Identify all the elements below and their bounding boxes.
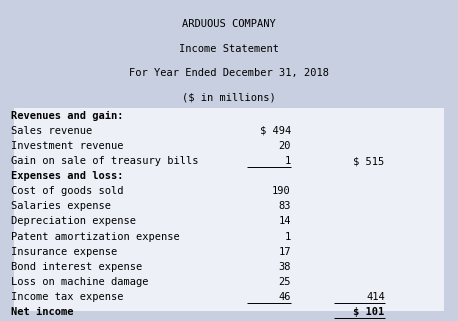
Text: Sales revenue: Sales revenue [11,126,93,136]
Text: Net income: Net income [11,307,74,317]
Text: Cost of goods sold: Cost of goods sold [11,186,124,196]
Text: 46: 46 [278,292,291,302]
Text: Income tax expense: Income tax expense [11,292,124,302]
Text: $ 494: $ 494 [260,126,291,136]
Text: 17: 17 [278,247,291,256]
Text: ARDUOUS COMPANY: ARDUOUS COMPANY [182,19,276,29]
Text: Gain on sale of treasury bills: Gain on sale of treasury bills [11,156,199,166]
Text: Revenues and gain:: Revenues and gain: [11,111,124,121]
Text: Loss on machine damage: Loss on machine damage [11,277,149,287]
Text: Investment revenue: Investment revenue [11,141,124,151]
Text: 20: 20 [278,141,291,151]
Text: Bond interest expense: Bond interest expense [11,262,143,272]
Text: Expenses and loss:: Expenses and loss: [11,171,124,181]
Text: Income Statement: Income Statement [179,44,279,54]
Text: Depreciation expense: Depreciation expense [11,216,136,226]
Text: 25: 25 [278,277,291,287]
Text: ($ in millions): ($ in millions) [182,93,276,103]
Text: For Year Ended December 31, 2018: For Year Ended December 31, 2018 [129,68,329,78]
Bar [14,10,444,108]
Text: 38: 38 [278,262,291,272]
Text: 414: 414 [366,292,385,302]
Text: 1: 1 [284,156,291,166]
Text: Patent amortization expense: Patent amortization expense [11,231,180,241]
Text: Insurance expense: Insurance expense [11,247,118,256]
Text: Salaries expense: Salaries expense [11,201,111,211]
Text: 83: 83 [278,201,291,211]
Text: 14: 14 [278,216,291,226]
Text: $ 101: $ 101 [354,307,385,317]
Text: $ 515: $ 515 [354,156,385,166]
Text: 190: 190 [272,186,291,196]
Text: 1: 1 [284,231,291,241]
